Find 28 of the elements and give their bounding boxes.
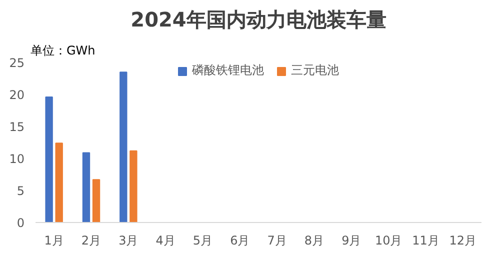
x-tick-label: 9月 (342, 234, 362, 248)
text: 单位：GWh (30, 44, 96, 58)
chart-title: 2024年国内动力电池装车量 (130, 8, 386, 32)
bar (82, 152, 90, 222)
x-tick-label: 4月 (156, 234, 176, 248)
x-tick-label: 11月 (412, 234, 440, 248)
y-tick-label: 0 (16, 216, 25, 230)
x-tick-label: 1月 (44, 234, 64, 248)
x-tick-label: 7月 (267, 234, 287, 248)
bar (130, 150, 138, 222)
legend-label: 三元电池 (291, 62, 339, 79)
bar (120, 72, 128, 222)
bar (45, 96, 53, 222)
x-tick-label: 3月 (118, 234, 138, 248)
y-tick-label: 15 (9, 120, 25, 134)
legend-label: 磷酸铁锂电池 (192, 62, 264, 79)
bar (92, 179, 100, 222)
y-tick-label: 20 (9, 88, 25, 102)
y-tick-label: 25 (9, 56, 25, 70)
y-tick-label: 5 (16, 184, 25, 198)
x-tick-label: 10月 (374, 234, 402, 248)
x-tick-label: 12月 (449, 234, 477, 248)
x-tick-label: 8月 (304, 234, 324, 248)
x-tick-label: 2月 (81, 234, 102, 248)
x-tick-label: 6月 (230, 234, 250, 248)
x-tick-label: 5月 (192, 234, 213, 248)
bar (55, 142, 63, 222)
y-tick-label: 10 (9, 152, 25, 166)
